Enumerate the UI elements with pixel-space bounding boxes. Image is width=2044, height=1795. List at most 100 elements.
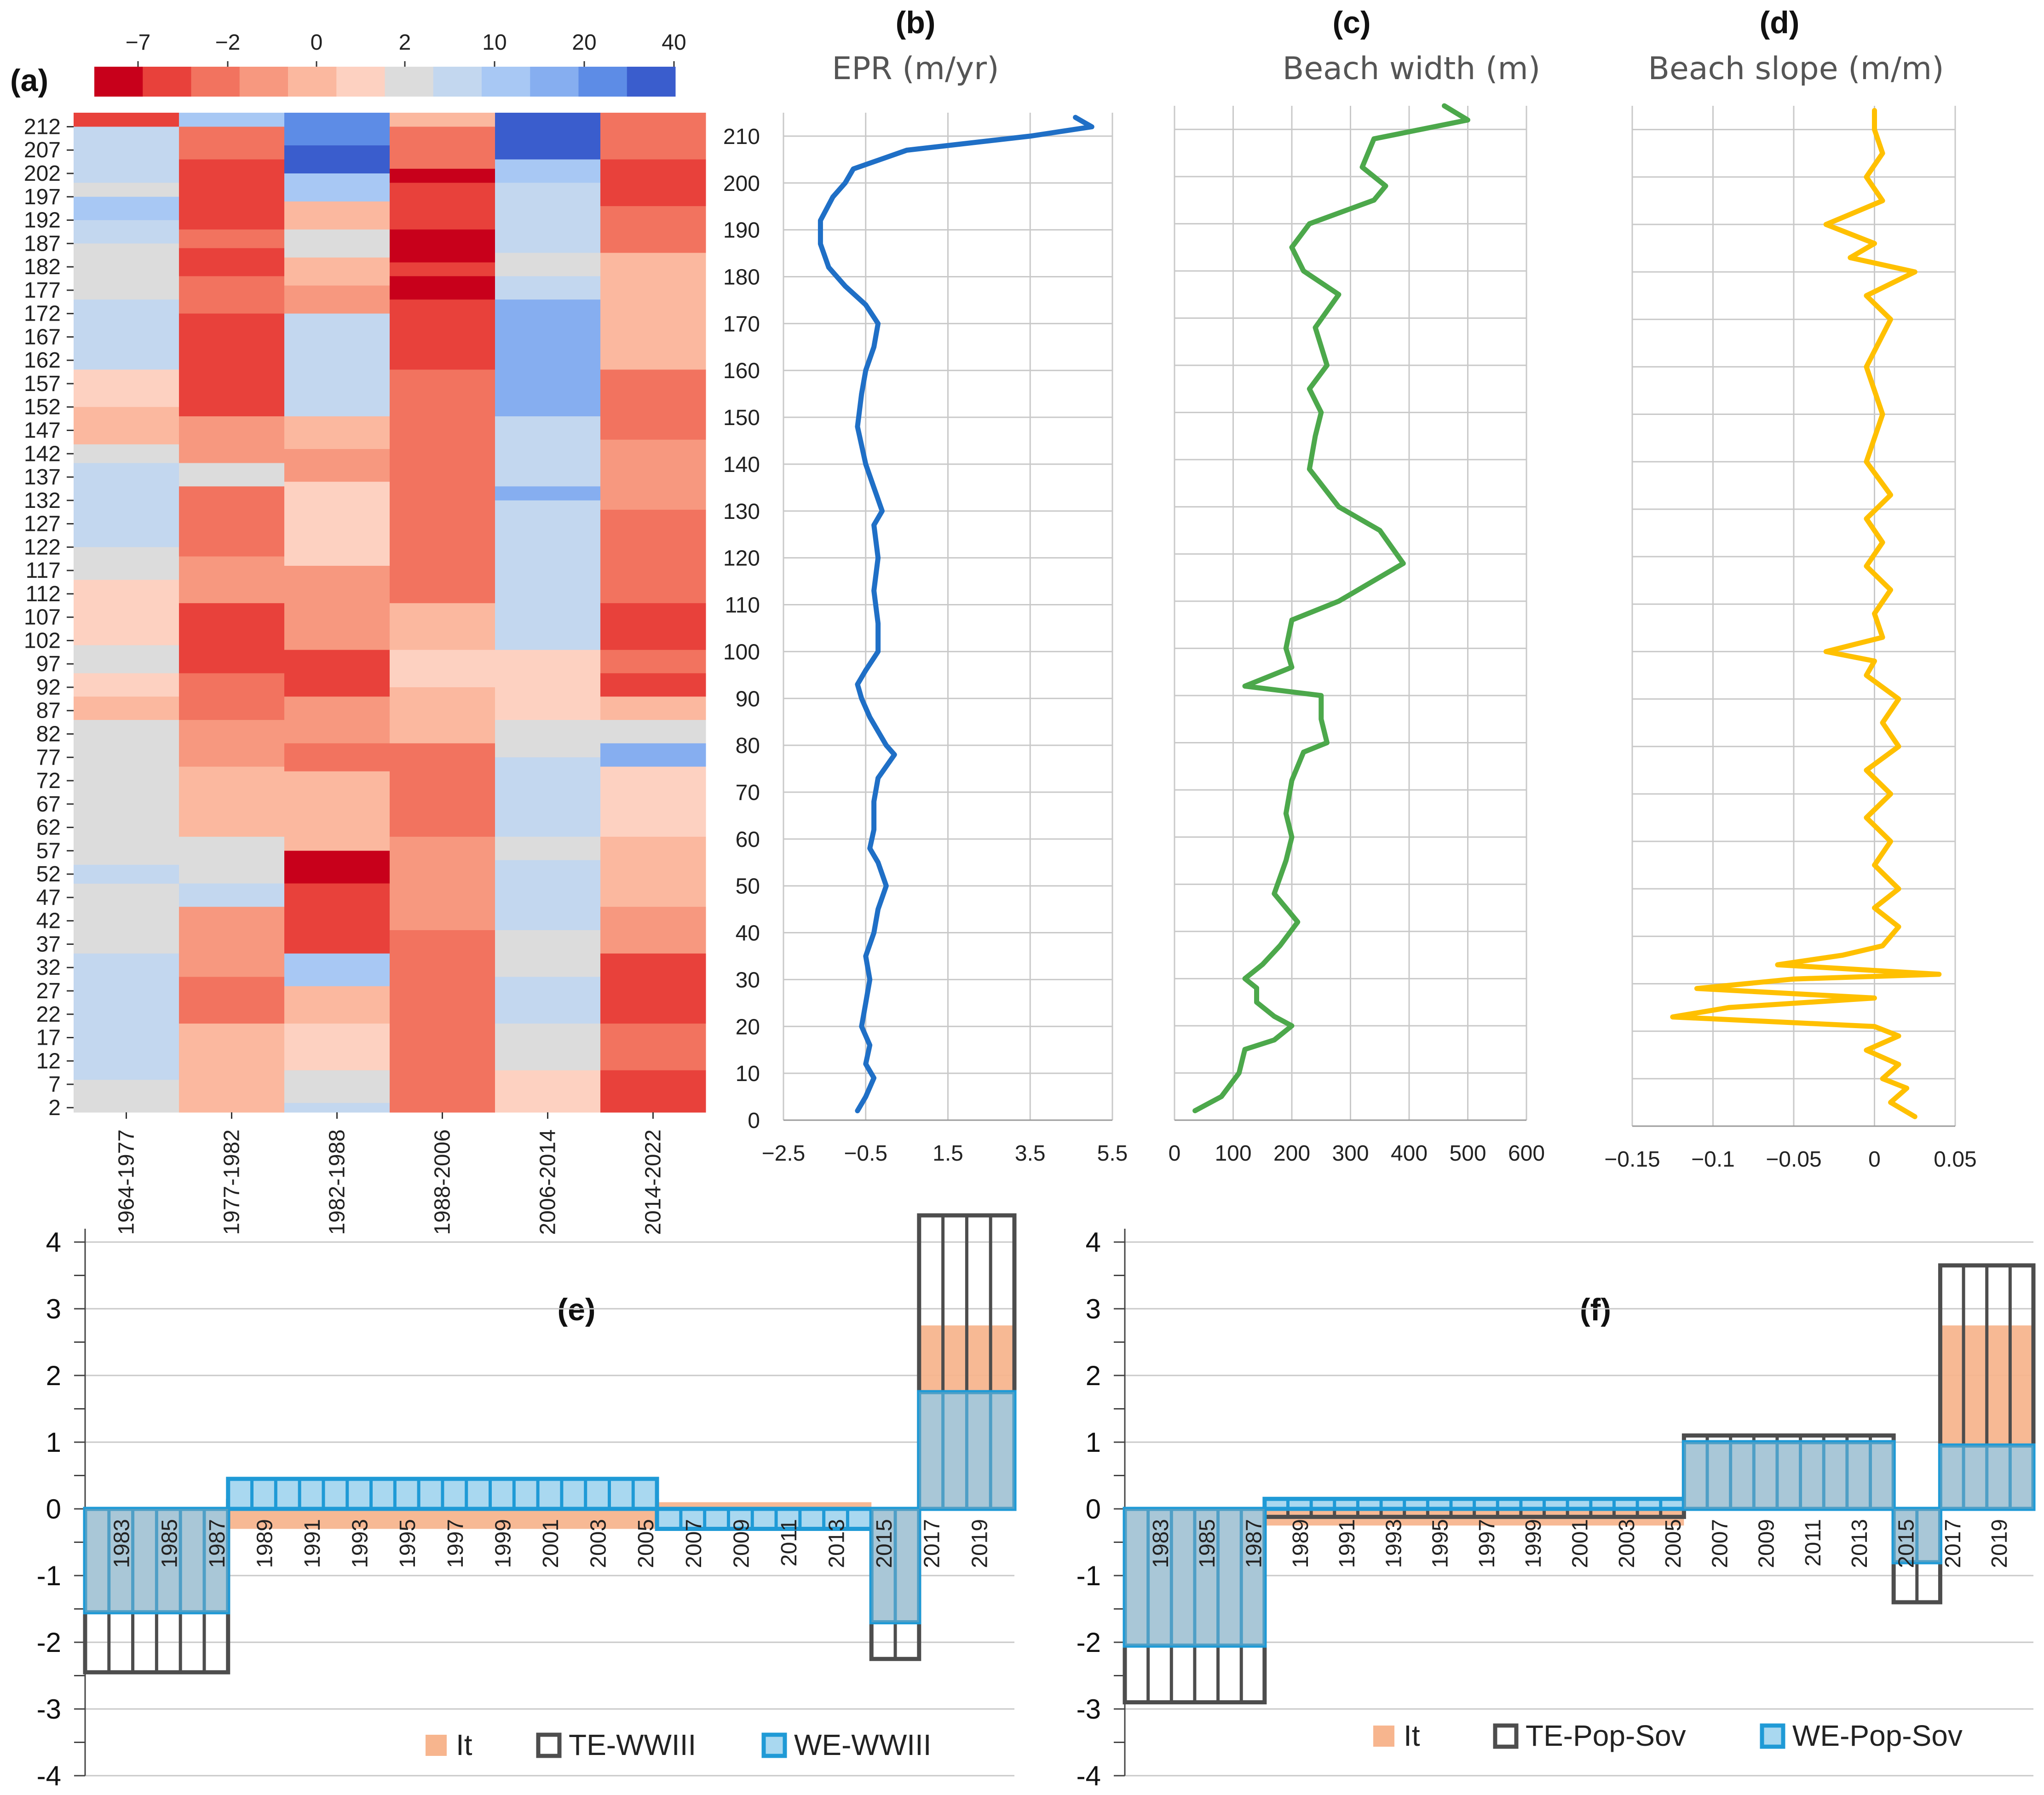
row-tick-label: 132: [24, 489, 61, 513]
heatmap-cell: [284, 593, 390, 650]
x-tick-label: −0.5: [844, 1141, 887, 1166]
heatmap-cell: [284, 229, 390, 258]
row-tick-label: 97: [36, 652, 61, 676]
x-tick-label: −0.05: [1766, 1147, 1821, 1172]
heatmap-cell: [284, 650, 390, 697]
heatmap-cell: [600, 836, 706, 907]
x-tick-label: 5.5: [1097, 1141, 1128, 1166]
heatmap-cell: [74, 196, 179, 221]
heatmap-cell: [600, 907, 706, 954]
y-tick-label: -3: [37, 1694, 61, 1725]
row-tick-label: 142: [24, 442, 61, 466]
y-tick-label: 160: [723, 359, 760, 383]
colorbar-swatch: [143, 67, 191, 97]
x-tick-label: 2007: [682, 1519, 706, 1568]
heatmap-cell: [74, 645, 179, 674]
heatmap-cell: [600, 253, 706, 323]
panel-f-label: (f): [1580, 1292, 1611, 1327]
colorbar-tick-label: 0: [311, 30, 323, 55]
panel-a-label: (a): [10, 63, 48, 98]
column-labels: 1964-1977 1977-1982 1982-1988 1988-2006 2006…: [115, 1112, 666, 1235]
x-tick-label: 2019: [967, 1519, 992, 1568]
y-tick-label: 0: [1086, 1494, 1101, 1525]
column-label: 2006-2014: [536, 1129, 560, 1235]
x-tick-label: 1991: [300, 1519, 325, 1568]
heatmap-cell: [495, 113, 601, 127]
y-tick-label: 1: [1086, 1427, 1101, 1458]
x-tick-label: 2015: [872, 1519, 897, 1568]
heatmap-cell: [179, 127, 285, 160]
x-tick-label: 2003: [1615, 1519, 1639, 1568]
y-tick-label: 0: [748, 1109, 760, 1133]
x-tick-label: 500: [1449, 1141, 1486, 1166]
heatmap-cell: [74, 953, 179, 1080]
heatmap-cell: [284, 313, 390, 417]
legend-label: It: [1404, 1719, 1420, 1752]
panel-b-title: EPR (m/yr): [832, 51, 999, 87]
colorbar-swatch: [482, 67, 530, 97]
row-tick-label: 2: [48, 1096, 61, 1120]
heatmap-cells: [74, 113, 706, 1113]
panel-b-xticks: −2.5 −0.5 1.5 3.5 5.5: [762, 1141, 1128, 1166]
heatmap-cell: [495, 626, 601, 650]
y-tick-label: 3: [1086, 1294, 1101, 1324]
y-tick-label: 60: [736, 828, 760, 852]
x-tick-label: 3.5: [1015, 1141, 1046, 1166]
epr-series-line: [818, 115, 1094, 1114]
row-tick-label: 207: [24, 138, 61, 162]
overlap-shade: [1940, 1445, 2033, 1509]
overlap-shade: [919, 1392, 1014, 1509]
panel-e-yticks: 4 3 2 1 0 -1 -2 -3 -4: [37, 1227, 85, 1791]
panel-c-title: Beach width (m): [1283, 51, 1541, 87]
x-tick-label: 600: [1508, 1141, 1545, 1166]
y-tick-label: 120: [723, 547, 760, 571]
y-tick-label: 170: [723, 312, 760, 336]
x-tick-label: 1989: [253, 1519, 277, 1568]
x-tick-label: 2019: [1987, 1519, 2012, 1568]
x-tick-label: 2005: [1661, 1519, 1686, 1568]
heatmap-cell: [284, 907, 390, 954]
heatmap-cell: [495, 720, 601, 758]
x-tick-label: 100: [1215, 1141, 1251, 1166]
row-tick-label: 87: [36, 699, 61, 723]
row-tick-label: 172: [24, 302, 61, 326]
y-tick-label: 40: [736, 921, 760, 946]
heatmap-cell: [284, 743, 390, 772]
colorbar-swatch: [385, 67, 434, 97]
heatmap-cell: [495, 650, 601, 720]
heatmap-cell: [495, 977, 601, 1024]
y-tick-label: -4: [37, 1760, 61, 1791]
heatmap-cell: [284, 565, 390, 594]
row-tick-label: 7: [48, 1072, 61, 1097]
column-label: 1977-1982: [220, 1129, 244, 1235]
y-tick-label: 190: [723, 219, 760, 243]
heatmap-cell: [284, 851, 390, 884]
heatmap-cell: [179, 276, 285, 314]
row-tick-label: 32: [36, 955, 61, 980]
heatmap-cell: [179, 907, 285, 978]
heatmap-cell: [390, 127, 495, 169]
row-tick-label: 37: [36, 932, 61, 956]
y-tick-label: -2: [1077, 1627, 1101, 1658]
heatmap-cell: [495, 757, 601, 837]
colorbar-tick-label: 10: [482, 30, 507, 55]
row-tick-label: 137: [24, 465, 61, 489]
heatmap-cell: [284, 173, 390, 202]
heatmap-cell: [600, 510, 706, 604]
heatmap-cell: [284, 1024, 390, 1071]
heatmap-cell: [495, 276, 601, 300]
x-tick-label: 2015: [1894, 1519, 1918, 1568]
row-tick-label: 22: [36, 1002, 61, 1027]
y-tick-label: 80: [736, 734, 760, 758]
x-tick-label: 200: [1273, 1141, 1310, 1166]
x-tick-label: 1.5: [933, 1141, 963, 1166]
legend-swatch: [1760, 1723, 1785, 1749]
panel-f-legend: It TE-Pop-Sov WE-Pop-Sov: [1373, 1719, 1963, 1752]
heatmap-cell: [179, 977, 285, 1024]
row-tick-label: 67: [36, 792, 61, 817]
heatmap-cell: [179, 603, 285, 674]
overlap-shade: [1125, 1509, 1265, 1646]
y-tick-label: 140: [723, 453, 760, 477]
colorbar-swatch: [433, 67, 482, 97]
